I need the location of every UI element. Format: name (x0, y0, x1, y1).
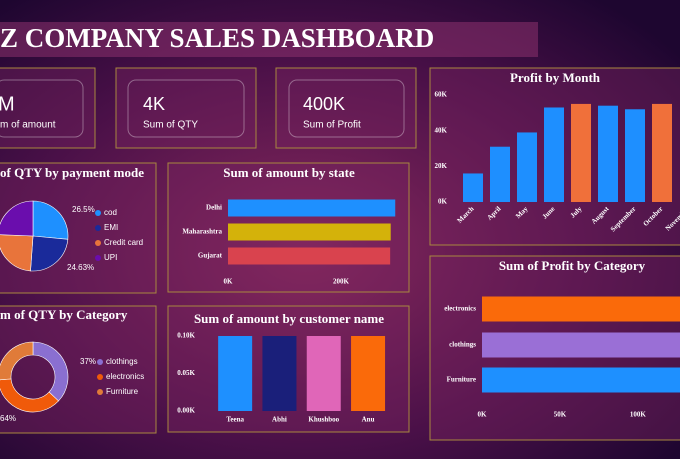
y-tick-label: 20K (435, 162, 448, 170)
kpi-frame (127, 79, 245, 138)
chart-title: Profit by Month (510, 70, 601, 85)
bar (306, 336, 341, 411)
bar (262, 336, 297, 411)
bar (517, 132, 537, 202)
slice (32, 200, 69, 240)
y-tick-label: 40K (435, 126, 448, 134)
bar (463, 173, 483, 202)
x-tick-label: 200K (333, 278, 350, 286)
data-label: 24.63% (67, 263, 94, 272)
kpi-card (0, 67, 96, 149)
kpi-value: 400K (303, 94, 345, 114)
kpi-card (115, 67, 257, 149)
legend-label: UPI (104, 253, 117, 262)
bar (218, 336, 253, 411)
kpi-frame (0, 79, 84, 138)
bar (228, 223, 391, 241)
bar (544, 107, 564, 202)
kpi-label: Sum of QTY (143, 120, 198, 131)
y-tick-label: Maharashtra (182, 228, 222, 236)
chart-title: Sum of Profit by Category (499, 258, 646, 273)
slice (0, 378, 59, 413)
legend-label: EMI (104, 223, 118, 232)
bar (351, 336, 386, 411)
y-tick-label: Delhi (206, 204, 222, 212)
y-tick-label: Furniture (447, 376, 476, 384)
slice (0, 341, 34, 381)
bar (228, 199, 396, 217)
data-label: 37% (80, 357, 96, 366)
legend-label: cod (104, 208, 117, 217)
data-label: 26.5% (72, 205, 95, 214)
legend-marker (95, 240, 101, 246)
kpi-frame (288, 79, 405, 138)
y-tick-label: 0.10K (177, 332, 195, 340)
y-tick-label: 60K (435, 91, 448, 99)
slice (0, 234, 34, 272)
slice (0, 200, 34, 237)
bar (228, 247, 391, 265)
legend-label: electronics (106, 372, 144, 381)
kpi-card (275, 67, 417, 149)
kpi-value: 4K (143, 94, 165, 114)
chart-title: Sum of amount by customer name (194, 311, 384, 326)
legend-marker (95, 225, 101, 231)
dashboard-title: Z COMPANY SALES DASHBOARD (0, 23, 434, 53)
legend-marker (97, 389, 103, 395)
slice (30, 235, 69, 272)
x-tick-label: 100K (630, 411, 647, 419)
chart-title: of QTY by payment mode (0, 165, 144, 180)
x-tick-label: 0K (478, 411, 488, 419)
bar (482, 367, 680, 393)
bar (482, 332, 680, 358)
legend-marker (97, 359, 103, 365)
chart-card (0, 305, 157, 434)
legend-label: Furniture (106, 387, 139, 396)
title-bar (0, 22, 538, 57)
y-tick-label: 0K (438, 198, 448, 206)
y-tick-label: 0.05K (177, 369, 195, 377)
kpi-label: m of amount (0, 120, 56, 131)
bar (482, 296, 680, 322)
x-tick-label: Khushboo (308, 416, 339, 424)
x-tick-label: Teena (226, 416, 244, 424)
y-tick-label: Gujarat (198, 252, 223, 260)
bar (652, 103, 672, 202)
legend-marker (95, 255, 101, 261)
annotation: 64% (0, 414, 16, 423)
y-tick-label: clothings (449, 341, 476, 349)
bar (625, 109, 645, 202)
y-tick-label: electronics (444, 305, 476, 313)
legend-marker (97, 374, 103, 380)
legend-label: Credit card (104, 238, 143, 247)
kpi-value: M (0, 93, 15, 115)
x-tick-label: 50K (554, 411, 567, 419)
kpi-label: Sum of Profit (303, 120, 361, 131)
chart-title: Sum of amount by state (223, 165, 355, 180)
chart-title: m of QTY by Category (0, 307, 128, 322)
y-tick-label: 0.00K (177, 407, 195, 415)
bar (598, 105, 618, 202)
x-tick-label: Abhi (272, 416, 287, 424)
bar (490, 146, 510, 202)
legend-label: clothings (106, 357, 138, 366)
bar (571, 103, 591, 202)
x-tick-label: 0K (224, 278, 234, 286)
x-tick-label: Anu (362, 416, 375, 424)
legend-marker (95, 210, 101, 216)
